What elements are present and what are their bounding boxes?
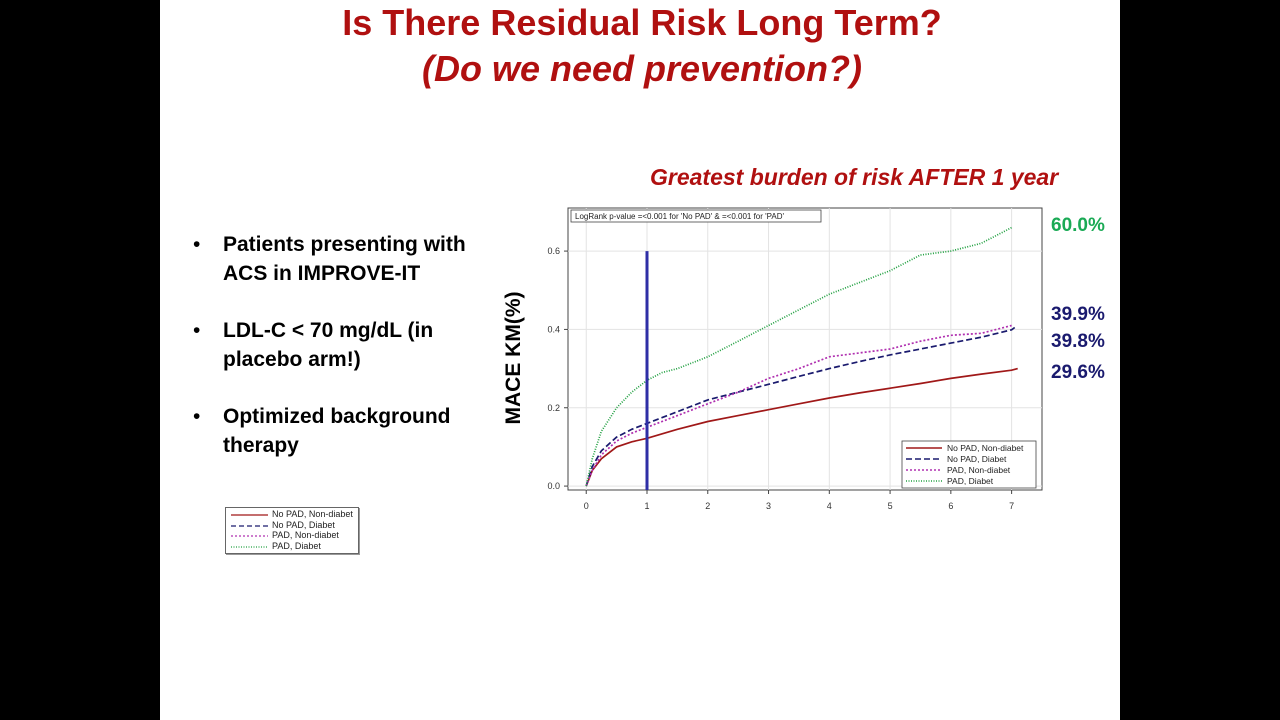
side-legend-entry: PAD, Non-diabet bbox=[230, 530, 358, 541]
series-line bbox=[585, 226, 1012, 487]
series-line bbox=[585, 324, 1012, 487]
bullet-list: Patients presenting with ACS in IMPROVE-… bbox=[190, 230, 480, 488]
series-line bbox=[585, 367, 1018, 487]
x-tick-label: 3 bbox=[766, 501, 771, 511]
legend-line-swatch bbox=[231, 514, 268, 516]
side-legend-entry: No PAD, Non-diabet bbox=[230, 509, 358, 520]
end-label-nopad-nondiabet: 29.6% bbox=[1051, 362, 1105, 383]
legend-line-swatch bbox=[231, 535, 268, 537]
end-label-nopad-diabet: 39.8% bbox=[1051, 331, 1105, 352]
series-line bbox=[585, 326, 1016, 487]
y-axis-title: MACE KM(%) bbox=[502, 292, 525, 425]
legend-box bbox=[901, 440, 1037, 489]
end-label-pad-diabet: 60.0% bbox=[1051, 215, 1105, 236]
logrank-annotation: LogRank p-value =<0.001 for 'No PAD' & =… bbox=[570, 209, 822, 223]
plot-area: 0 1 2 3 4 5 6 7 0.0 0.2 0.4 0.6 LogRank p-value =<0.… bbox=[547, 207, 1043, 511]
x-tick-label: 4 bbox=[827, 501, 832, 511]
chart-heading: Greatest burden of risk AFTER 1 year bbox=[650, 164, 1059, 190]
side-legend-entry: No PAD, Diabet bbox=[230, 520, 358, 531]
side-legend-label: PAD, Diabet bbox=[272, 540, 321, 551]
legend-label: PAD, Non-diabet bbox=[947, 465, 1011, 475]
x-tick-label: 0 bbox=[584, 501, 589, 511]
side-legend-label: No PAD, Diabet bbox=[272, 519, 335, 530]
y-axis-title-group: MACE KM(%) bbox=[502, 292, 525, 425]
x-tick-label: 6 bbox=[948, 501, 953, 511]
slide-title: Is There Residual Risk Long Term? bbox=[342, 2, 942, 43]
km-chart: MACE KM(%) 0 1 2 3 4 5 6 7 0.0 0.2 0.4 0.6 LogRank p… bbox=[502, 207, 1043, 511]
x-tick-label: 1 bbox=[644, 501, 649, 511]
end-label-pad-nondiabet: 39.9% bbox=[1051, 304, 1105, 325]
y-tick-label: 0.2 bbox=[547, 403, 560, 413]
legend-label: PAD, Diabet bbox=[947, 476, 994, 486]
x-tick-label: 5 bbox=[888, 501, 893, 511]
annotation-text: LogRank p-value =<0.001 for 'No PAD' & =… bbox=[575, 212, 785, 221]
legend-line-swatch bbox=[231, 545, 268, 548]
bullet-item: Optimized background therapy bbox=[190, 402, 480, 460]
y-tick-label: 0.6 bbox=[547, 246, 560, 256]
x-tick-label: 2 bbox=[705, 501, 710, 511]
y-tick-label: 0.0 bbox=[547, 481, 560, 491]
legend-label: No PAD, Diabet bbox=[947, 454, 1007, 464]
bullet-item: LDL-C < 70 mg/dL (in placebo arm!) bbox=[190, 316, 480, 374]
side-legend-entry: PAD, Diabet bbox=[230, 541, 358, 552]
y-tick-label: 0.4 bbox=[547, 324, 560, 334]
bullet-item: Patients presenting with ACS in IMPROVE-… bbox=[190, 230, 480, 288]
x-tick-label: 7 bbox=[1009, 501, 1014, 511]
legend-line-swatch bbox=[231, 524, 268, 527]
slide-subtitle: (Do we need prevention?) bbox=[421, 48, 863, 89]
annotation-box bbox=[570, 209, 822, 223]
side-legend: No PAD, Non-diabet No PAD, Diabet PAD, N… bbox=[225, 507, 359, 554]
legend-label: No PAD, Non-diabet bbox=[947, 443, 1024, 453]
side-legend-label: PAD, Non-diabet bbox=[272, 530, 339, 540]
side-legend-label: No PAD, Non-diabet bbox=[272, 509, 353, 519]
slide: Is There Residual Risk Long Term? (Do we… bbox=[160, 0, 1120, 720]
